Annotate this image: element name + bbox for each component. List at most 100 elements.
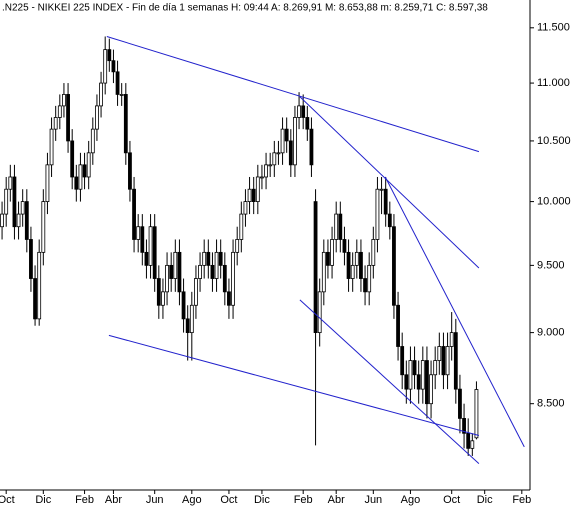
- x-tick-label: Feb: [75, 494, 94, 506]
- candle-body: [235, 239, 240, 253]
- candle-body: [16, 213, 21, 228]
- candle-body: [334, 213, 339, 240]
- candle-body: [231, 251, 235, 306]
- trend-line: [299, 96, 480, 269]
- candle-body: [243, 201, 248, 215]
- candle-body: [119, 94, 124, 96]
- trend-line: [299, 299, 480, 464]
- candle-body: [425, 360, 429, 405]
- candle-body: [70, 140, 75, 178]
- x-tick-label: Ago: [182, 494, 202, 506]
- candle-body: [383, 188, 388, 215]
- candle-body: [474, 389, 479, 439]
- candle-body: [202, 251, 207, 266]
- candle-body: [272, 152, 277, 166]
- candle-body: [387, 213, 392, 228]
- candle-body: [0, 213, 4, 228]
- candle-body: [317, 291, 322, 334]
- x-tick-label: Dic: [477, 494, 493, 506]
- candle-body: [12, 176, 17, 228]
- x-tick-label: Feb: [512, 494, 531, 506]
- candle-body: [136, 226, 141, 240]
- candle-body: [354, 251, 359, 266]
- candle-body: [453, 332, 458, 390]
- candle-body: [33, 278, 37, 320]
- x-tick-label: Jun: [364, 494, 382, 506]
- candle-body: [173, 251, 178, 279]
- candle-body: [161, 291, 165, 306]
- candle-body: [297, 105, 301, 118]
- candle-body: [181, 291, 186, 320]
- candle-body: [37, 251, 42, 320]
- candle-body: [392, 226, 396, 306]
- candle-body: [20, 201, 25, 215]
- candle-body: [185, 318, 190, 334]
- candle-body: [49, 128, 54, 166]
- candle-body: [260, 176, 264, 179]
- y-tick-label: 11.000: [537, 77, 570, 89]
- candle-body: [156, 278, 161, 306]
- candle-body: [338, 213, 343, 240]
- candle-body: [346, 251, 351, 279]
- candle-body: [62, 94, 66, 107]
- candle-body: [445, 346, 450, 376]
- candle-body: [95, 105, 99, 130]
- candle-body: [255, 176, 260, 202]
- candle-body: [66, 94, 70, 142]
- candle-body: [367, 264, 372, 293]
- y-tick-label: 11.500: [537, 22, 570, 34]
- candle-body: [227, 291, 231, 306]
- candle-body: [45, 164, 50, 202]
- candle-body: [268, 164, 273, 167]
- candle-body: [301, 105, 306, 118]
- candle-body: [103, 49, 108, 84]
- candle-body: [416, 374, 421, 390]
- candle-body: [350, 264, 355, 279]
- trend-line: [384, 176, 525, 448]
- candle-body: [342, 239, 347, 253]
- candle-body: [78, 164, 83, 190]
- candle-body: [74, 176, 79, 190]
- candle-body: [330, 239, 334, 266]
- x-tick-label: Dic: [35, 494, 51, 506]
- candle-body: [4, 188, 9, 215]
- candle-body: [189, 304, 194, 334]
- candle-body: [239, 213, 244, 240]
- candle-body: [82, 164, 87, 178]
- candle-body: [214, 251, 219, 279]
- candle-body: [396, 304, 400, 347]
- candle-body: [29, 239, 33, 279]
- x-tick-label: Abr: [105, 494, 122, 506]
- candle-body: [198, 264, 202, 279]
- candle-body: [412, 360, 417, 376]
- candle-body: [288, 140, 293, 166]
- candle-body: [363, 278, 367, 293]
- y-tick-label: 10.500: [537, 135, 571, 147]
- y-tick-label: 9.500: [537, 259, 565, 271]
- candle-body: [437, 346, 442, 361]
- candle-body: [177, 251, 182, 293]
- x-tick-label: Ago: [401, 494, 421, 506]
- candle-body: [375, 188, 380, 240]
- candle-body: [400, 346, 405, 376]
- candle-body: [144, 251, 149, 266]
- candle-body: [148, 226, 153, 266]
- candle-body: [90, 128, 95, 154]
- y-tick-label: 9.000: [537, 327, 565, 339]
- candle-body: [206, 251, 211, 266]
- candle-body: [165, 264, 169, 293]
- candle-body: [404, 374, 409, 390]
- candle-body: [53, 117, 58, 130]
- candle-body: [169, 264, 174, 279]
- candle-body: [115, 71, 120, 95]
- candle-body: [222, 264, 227, 293]
- trend-line: [108, 334, 480, 437]
- x-tick-label: Oct: [0, 494, 15, 506]
- candle-body: [462, 418, 466, 434]
- x-tick-label: Abr: [328, 494, 345, 506]
- candle-body: [123, 94, 128, 154]
- candle-body: [420, 360, 425, 390]
- candle-body: [218, 251, 223, 266]
- x-tick-label: Feb: [294, 494, 313, 506]
